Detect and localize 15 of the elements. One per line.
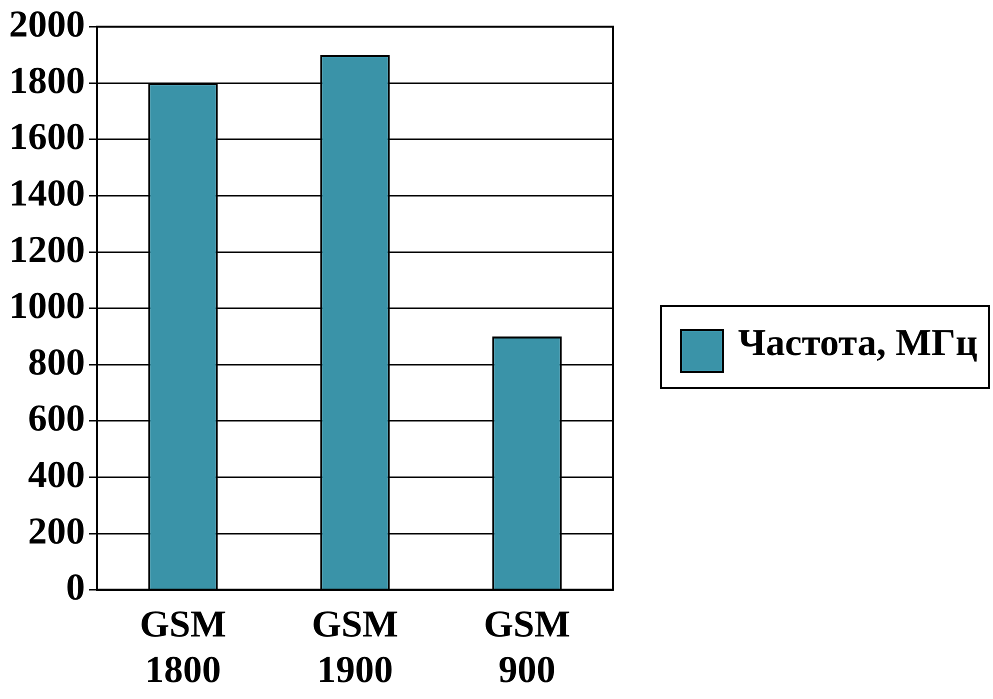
y-tick-label: 1600: [9, 116, 85, 158]
y-tick-label: 1400: [9, 172, 85, 215]
y-tick-label: 0: [66, 566, 85, 609]
y-tick-label: 1200: [9, 228, 85, 271]
y-tick-label: 1800: [9, 60, 85, 102]
x-tick-label: GSM 900: [484, 603, 570, 692]
y-tick-label: 1000: [9, 285, 85, 328]
y-tick-label: 2000: [9, 4, 85, 46]
y-tick-label: 200: [28, 510, 85, 552]
x-tick-label: GSM 1900: [312, 603, 398, 692]
y-tick-label: 600: [28, 398, 85, 440]
x-tick-label: GSM 1800: [140, 603, 226, 692]
y-tick-label: 800: [28, 341, 85, 384]
legend-label: Частота, МГц: [738, 321, 978, 365]
y-tick-label: 400: [28, 454, 85, 496]
